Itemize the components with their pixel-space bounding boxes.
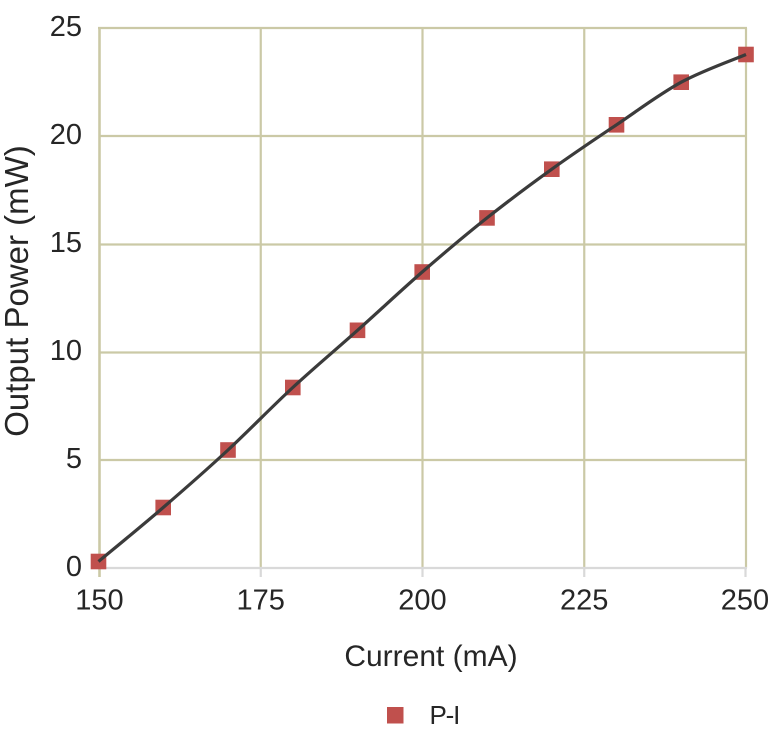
svg-text:0: 0 bbox=[66, 551, 82, 583]
svg-text:250: 250 bbox=[721, 585, 769, 617]
svg-text:Output Power (mW): Output Power (mW) bbox=[0, 145, 35, 437]
svg-text:20: 20 bbox=[50, 119, 82, 151]
svg-text:Current (mA): Current (mA) bbox=[344, 640, 517, 673]
svg-text:150: 150 bbox=[75, 585, 123, 617]
svg-text:200: 200 bbox=[398, 585, 446, 617]
svg-text:15: 15 bbox=[50, 227, 82, 259]
svg-text:25: 25 bbox=[50, 11, 82, 43]
svg-text:P-I: P-I bbox=[430, 700, 460, 730]
svg-text:10: 10 bbox=[50, 335, 82, 367]
svg-text:175: 175 bbox=[237, 585, 285, 617]
svg-text:225: 225 bbox=[560, 585, 608, 617]
svg-text:5: 5 bbox=[66, 443, 82, 475]
